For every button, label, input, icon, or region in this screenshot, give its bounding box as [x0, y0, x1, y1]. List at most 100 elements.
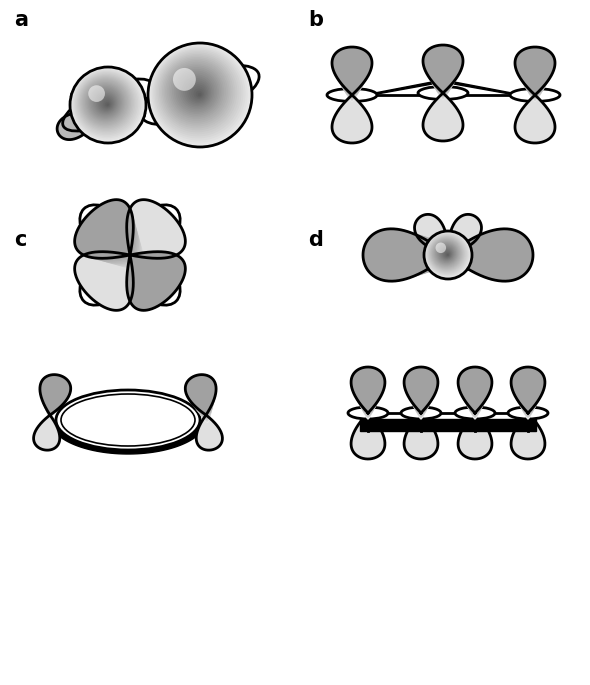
- Polygon shape: [463, 380, 488, 414]
- Polygon shape: [520, 61, 550, 97]
- Polygon shape: [432, 244, 468, 266]
- Circle shape: [71, 68, 145, 141]
- Polygon shape: [45, 396, 60, 416]
- Circle shape: [105, 102, 110, 107]
- Polygon shape: [130, 255, 145, 269]
- Polygon shape: [408, 380, 434, 414]
- Polygon shape: [442, 247, 471, 264]
- Polygon shape: [359, 393, 376, 416]
- Polygon shape: [527, 79, 543, 99]
- Polygon shape: [187, 379, 215, 416]
- Circle shape: [99, 96, 114, 111]
- Circle shape: [442, 249, 452, 259]
- Circle shape: [93, 90, 119, 115]
- Polygon shape: [517, 51, 553, 96]
- Polygon shape: [332, 47, 372, 95]
- Polygon shape: [454, 233, 525, 277]
- Circle shape: [181, 76, 212, 108]
- Polygon shape: [476, 251, 490, 260]
- Polygon shape: [127, 251, 185, 310]
- Polygon shape: [393, 236, 457, 275]
- Circle shape: [427, 234, 467, 274]
- Polygon shape: [343, 79, 360, 99]
- Polygon shape: [522, 402, 533, 417]
- Polygon shape: [524, 406, 532, 418]
- Polygon shape: [515, 380, 540, 414]
- Polygon shape: [364, 406, 372, 418]
- Polygon shape: [349, 81, 449, 98]
- Polygon shape: [204, 416, 209, 423]
- Polygon shape: [472, 411, 478, 419]
- Polygon shape: [40, 375, 71, 415]
- Polygon shape: [129, 253, 182, 308]
- Ellipse shape: [455, 407, 495, 419]
- Polygon shape: [349, 93, 355, 101]
- Polygon shape: [448, 229, 533, 281]
- Polygon shape: [145, 270, 155, 279]
- Circle shape: [437, 244, 456, 263]
- Polygon shape: [365, 411, 371, 419]
- Polygon shape: [412, 240, 462, 271]
- Polygon shape: [428, 59, 458, 95]
- Ellipse shape: [348, 407, 388, 419]
- Polygon shape: [521, 398, 535, 417]
- Polygon shape: [405, 371, 437, 414]
- Circle shape: [94, 91, 117, 114]
- Polygon shape: [437, 81, 538, 98]
- Ellipse shape: [418, 86, 468, 99]
- Circle shape: [80, 77, 131, 128]
- Polygon shape: [191, 387, 214, 417]
- Circle shape: [426, 233, 469, 276]
- Polygon shape: [142, 267, 147, 272]
- Circle shape: [72, 69, 143, 140]
- Polygon shape: [515, 95, 555, 143]
- Polygon shape: [423, 45, 463, 93]
- Circle shape: [100, 97, 113, 110]
- Polygon shape: [427, 54, 460, 95]
- Polygon shape: [464, 384, 486, 415]
- Polygon shape: [467, 393, 483, 416]
- Polygon shape: [448, 214, 481, 255]
- Polygon shape: [513, 371, 543, 414]
- Circle shape: [172, 67, 221, 116]
- Text: d: d: [308, 230, 323, 250]
- Polygon shape: [404, 367, 438, 413]
- Polygon shape: [146, 271, 151, 276]
- Polygon shape: [471, 247, 499, 264]
- Polygon shape: [117, 242, 142, 267]
- Polygon shape: [519, 56, 552, 97]
- Polygon shape: [465, 389, 485, 416]
- Circle shape: [435, 242, 457, 264]
- Polygon shape: [193, 391, 214, 418]
- Polygon shape: [352, 371, 384, 414]
- Circle shape: [185, 80, 209, 105]
- Circle shape: [431, 238, 461, 269]
- Polygon shape: [75, 251, 133, 310]
- Circle shape: [79, 76, 132, 129]
- Polygon shape: [530, 89, 540, 101]
- Circle shape: [174, 69, 219, 114]
- Polygon shape: [105, 230, 139, 264]
- Polygon shape: [206, 420, 208, 423]
- Polygon shape: [472, 253, 479, 257]
- Polygon shape: [202, 412, 210, 422]
- Polygon shape: [423, 93, 463, 141]
- Circle shape: [90, 87, 120, 118]
- Circle shape: [440, 247, 453, 260]
- Circle shape: [443, 250, 451, 258]
- Polygon shape: [99, 224, 138, 263]
- Circle shape: [81, 79, 130, 127]
- Polygon shape: [422, 242, 465, 268]
- Polygon shape: [127, 199, 185, 258]
- Polygon shape: [185, 375, 216, 415]
- Polygon shape: [41, 382, 67, 415]
- Polygon shape: [40, 375, 71, 415]
- Polygon shape: [458, 367, 492, 413]
- Circle shape: [84, 81, 127, 124]
- Polygon shape: [47, 407, 55, 417]
- Polygon shape: [520, 393, 536, 416]
- Polygon shape: [141, 266, 160, 286]
- Circle shape: [158, 53, 237, 132]
- Circle shape: [162, 57, 231, 127]
- Polygon shape: [112, 236, 141, 266]
